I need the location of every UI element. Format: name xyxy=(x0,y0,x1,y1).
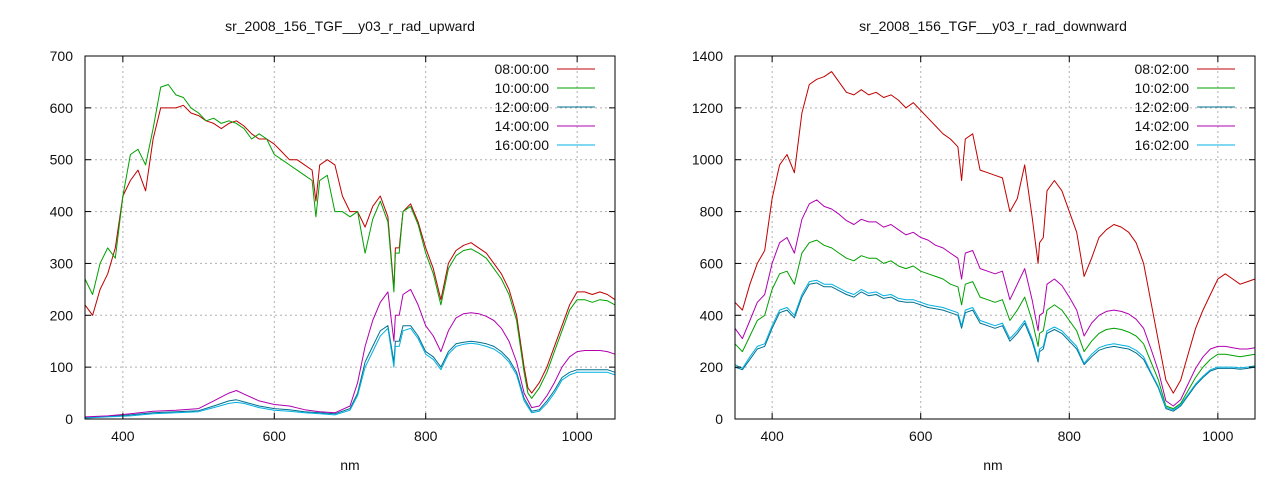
x-tick-label: 400 xyxy=(111,428,135,444)
axis-ticks: 400 600 800 1000 0 100 200 300 400 500 600 700 xyxy=(50,48,615,444)
series-line-16-00-00 xyxy=(84,327,616,419)
y-tick-label: 200 xyxy=(700,359,724,375)
series-line-14-00-00 xyxy=(84,288,616,418)
x-axis-label: nm xyxy=(983,457,1002,473)
legend-label: 08:00:00 xyxy=(495,61,550,77)
x-axis-label: nm xyxy=(340,457,359,473)
series-line-10-02-00 xyxy=(734,239,1256,410)
series-line-14-02-00 xyxy=(734,199,1256,407)
y-tick-label: 800 xyxy=(700,204,724,220)
y-tick-label: 300 xyxy=(50,255,74,271)
y-tick-label: 0 xyxy=(715,411,723,427)
y-tick-label: 500 xyxy=(50,152,74,168)
legend-label: 14:00:00 xyxy=(495,118,550,134)
legend-label: 16:02:00 xyxy=(1135,137,1190,153)
y-tick-label: 600 xyxy=(50,100,74,116)
y-tick-label: 0 xyxy=(65,411,73,427)
legend-label: 10:02:00 xyxy=(1135,80,1190,96)
x-tick-label: 1000 xyxy=(562,428,593,444)
legend: 08:02:00 10:02:00 12:02:00 14:02:00 16:02:00 xyxy=(1135,61,1235,153)
series-lines xyxy=(734,71,1256,412)
chart-downward: sr_2008_156_TGF__y03_r_rad_downward 400 6… xyxy=(692,18,1256,473)
legend-label: 14:02:00 xyxy=(1135,118,1190,134)
gridlines xyxy=(85,56,615,419)
plot-frame xyxy=(84,55,616,420)
y-tick-label: 400 xyxy=(50,204,74,220)
legend-label: 08:02:00 xyxy=(1135,61,1190,77)
legend-label: 10:00:00 xyxy=(495,80,550,96)
series-line-12-00-00 xyxy=(84,325,616,418)
y-tick-label: 200 xyxy=(50,307,74,323)
plot-frame xyxy=(734,55,1256,420)
legend: 08:00:00 10:00:00 12:00:00 14:00:00 16:00:00 xyxy=(495,61,595,153)
axis-ticks: 400 600 800 1000 0 200 400 600 800 1000 1200 1400 xyxy=(692,48,1255,444)
x-tick-label: 800 xyxy=(414,428,438,444)
legend-label: 12:00:00 xyxy=(495,99,550,115)
chart-title: sr_2008_156_TGF__y03_r_rad_upward xyxy=(225,18,475,34)
y-tick-label: 1400 xyxy=(692,48,723,64)
chart-upward: sr_2008_156_TGF__y03_r_rad_upward 400 600… xyxy=(50,18,616,473)
x-tick-label: 400 xyxy=(760,428,784,444)
y-tick-label: 400 xyxy=(700,307,724,323)
series-line-10-00-00 xyxy=(84,84,616,399)
series-line-16-02-00 xyxy=(734,279,1256,411)
series-line-08-02-00 xyxy=(734,71,1256,394)
y-tick-label: 700 xyxy=(50,48,74,64)
x-tick-label: 800 xyxy=(1058,428,1082,444)
y-tick-label: 600 xyxy=(700,255,724,271)
x-tick-label: 600 xyxy=(909,428,933,444)
x-tick-label: 1000 xyxy=(1202,428,1233,444)
series-lines xyxy=(84,84,616,419)
x-tick-label: 600 xyxy=(263,428,287,444)
y-tick-label: 1200 xyxy=(692,100,723,116)
legend-label: 12:02:00 xyxy=(1135,99,1190,115)
legend-label: 16:00:00 xyxy=(495,137,550,153)
chart-title: sr_2008_156_TGF__y03_r_rad_downward xyxy=(859,18,1127,34)
y-tick-label: 1000 xyxy=(692,152,723,168)
y-tick-label: 100 xyxy=(50,359,74,375)
